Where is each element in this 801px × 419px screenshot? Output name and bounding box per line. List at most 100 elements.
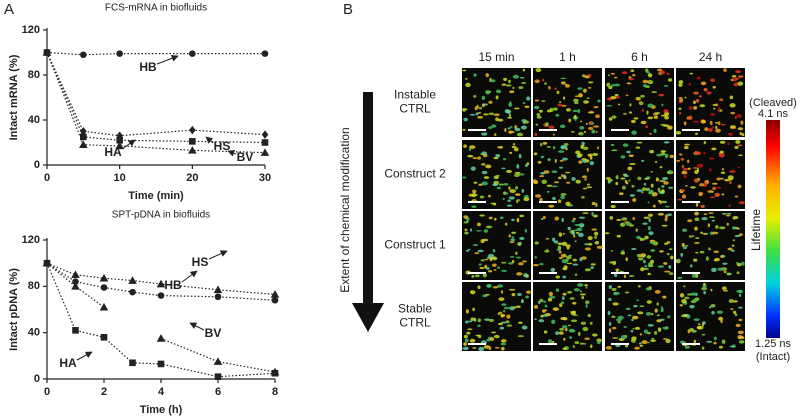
data-point (71, 282, 80, 290)
cell-spot (554, 216, 560, 221)
cell-spot (688, 115, 693, 120)
cell-spot (720, 171, 726, 174)
cell-spot (544, 304, 548, 308)
cell-spot (613, 291, 620, 295)
cell-spot (636, 235, 641, 240)
cell-spot (682, 194, 686, 199)
cell-spot (631, 184, 635, 188)
cell-spot (560, 77, 567, 80)
cell-spot (590, 263, 596, 266)
cell-spot (610, 72, 615, 75)
cell-spot (511, 145, 517, 149)
cell-spot (728, 132, 733, 136)
cell-spot (566, 262, 573, 265)
data-point (261, 139, 269, 146)
cell-spot (700, 119, 707, 124)
cell-spot (720, 177, 724, 180)
cell-spot (475, 334, 481, 337)
cell-spot (553, 181, 560, 184)
data-point (271, 369, 279, 377)
cell-spot (551, 319, 556, 324)
cell-spot (607, 74, 611, 77)
cell-spot (643, 84, 647, 88)
cell-spot (596, 339, 601, 345)
cell-spot (554, 158, 557, 163)
cell-spot (501, 269, 507, 272)
cell-spot (522, 101, 526, 105)
cell-spot (703, 291, 706, 295)
cell-spot (705, 256, 709, 261)
cell-spot (542, 78, 545, 82)
cell-spot (647, 103, 654, 108)
cell-spot (547, 297, 553, 302)
cell-spot (683, 145, 689, 150)
cell-spot (496, 186, 502, 190)
cell-spot (679, 293, 685, 298)
cell-spot (511, 236, 514, 240)
data-point (189, 50, 196, 57)
cell-spot (711, 219, 716, 222)
cell-spot (590, 266, 595, 269)
cell-spot (629, 162, 636, 166)
cell-spot (539, 298, 544, 303)
cell-spot (516, 256, 522, 259)
cell-spot (678, 107, 682, 110)
cell-spot (462, 176, 467, 179)
cell-spot (620, 222, 626, 227)
cell-spot (646, 110, 649, 115)
cell-spot (687, 167, 691, 170)
cell-spot (678, 83, 683, 87)
cell-spot (546, 109, 552, 113)
cell-spot (534, 318, 537, 321)
cell-spot (661, 224, 668, 227)
cell-spot (477, 115, 484, 119)
cell-spot (596, 245, 604, 249)
cell-spot (644, 235, 649, 240)
cell-spot (677, 198, 683, 201)
cell-spot (572, 258, 577, 262)
cell-spot (652, 204, 656, 208)
cell-spot (505, 84, 512, 87)
cell-spot (706, 340, 713, 343)
cell-spot (701, 346, 705, 350)
cell-spot (579, 342, 585, 345)
cell-spot (575, 150, 581, 155)
cell-spot (678, 80, 684, 84)
colorbar-note: (Cleaved) (749, 97, 797, 109)
cell-spot (546, 184, 553, 187)
cell-spot (515, 193, 521, 196)
series-line (46, 262, 276, 296)
cell-spot (509, 90, 515, 94)
cell-spot (521, 188, 525, 193)
cell-spot (719, 140, 726, 144)
cell-spot (679, 304, 683, 307)
cell-spot (644, 265, 648, 268)
cell-spot (636, 141, 643, 144)
cell-spot (558, 150, 565, 153)
cell-spot (495, 89, 502, 94)
cell-spot (627, 314, 632, 317)
cell-spot (578, 331, 581, 337)
cell-spot (518, 321, 523, 324)
cell-spot (648, 213, 653, 217)
cell-spot (510, 256, 515, 258)
cell-spot (709, 168, 712, 172)
annotation-arrow (189, 322, 205, 331)
cell-spot (693, 318, 700, 321)
cell-spot (639, 237, 646, 241)
cell-spot (514, 173, 520, 177)
cell-spot (572, 345, 575, 348)
cell-spot (608, 321, 612, 326)
cell-spot (666, 72, 670, 75)
cell-spot (495, 95, 499, 100)
cell-spot (647, 73, 653, 78)
cell-spot (577, 232, 584, 238)
cell-spot (585, 286, 588, 289)
cell-spot (737, 330, 744, 335)
cell-spot (688, 82, 691, 86)
cell-spot (694, 170, 699, 175)
cell-spot (729, 95, 734, 100)
cell-spot (568, 328, 575, 333)
data-point (129, 288, 136, 296)
cell-spot (656, 68, 663, 72)
